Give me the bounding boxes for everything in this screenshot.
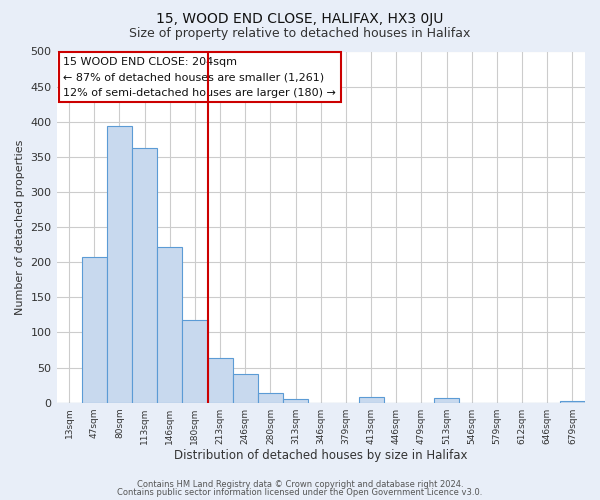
Bar: [434, 398, 459, 402]
Bar: [82, 258, 107, 402]
Bar: [182, 320, 208, 402]
Text: Contains public sector information licensed under the Open Government Licence v3: Contains public sector information licen…: [118, 488, 482, 497]
Bar: [157, 247, 182, 402]
Bar: [258, 393, 283, 402]
Text: Contains HM Land Registry data © Crown copyright and database right 2024.: Contains HM Land Registry data © Crown c…: [137, 480, 463, 489]
Bar: [132, 148, 157, 402]
Bar: [208, 358, 233, 403]
Bar: [233, 374, 258, 402]
Text: Size of property relative to detached houses in Halifax: Size of property relative to detached ho…: [130, 28, 470, 40]
Bar: [359, 397, 383, 402]
Bar: [283, 399, 308, 402]
Bar: [107, 126, 132, 402]
Text: 15 WOOD END CLOSE: 204sqm
← 87% of detached houses are smaller (1,261)
12% of se: 15 WOOD END CLOSE: 204sqm ← 87% of detac…: [64, 57, 336, 98]
X-axis label: Distribution of detached houses by size in Halifax: Distribution of detached houses by size …: [174, 450, 467, 462]
Text: 15, WOOD END CLOSE, HALIFAX, HX3 0JU: 15, WOOD END CLOSE, HALIFAX, HX3 0JU: [157, 12, 443, 26]
Y-axis label: Number of detached properties: Number of detached properties: [15, 140, 25, 315]
